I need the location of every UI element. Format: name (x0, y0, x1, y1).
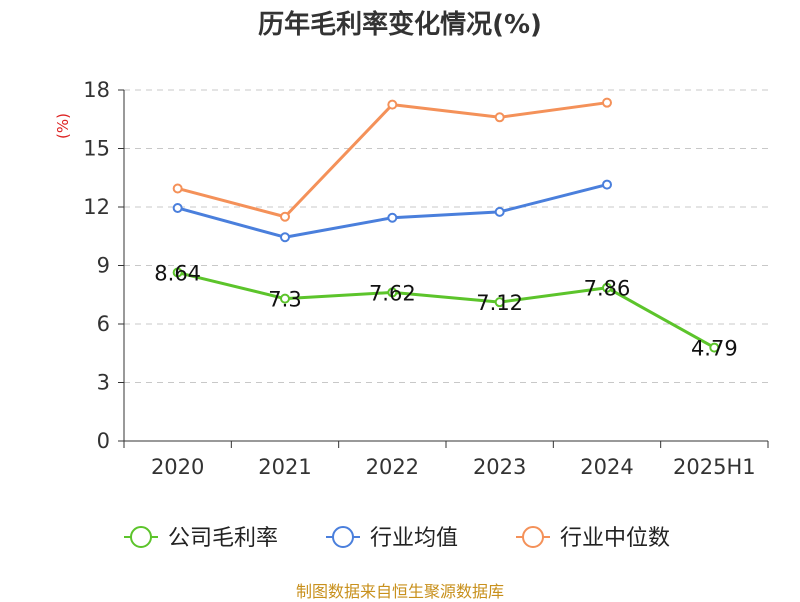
legend-item[interactable]: 公司毛利率 (124, 526, 278, 551)
y-tick-label: 6 (97, 312, 110, 336)
data-point[interactable] (387, 212, 398, 223)
chart-title: 历年毛利率变化情况(%) (258, 10, 542, 40)
data-point[interactable] (494, 112, 505, 123)
data-label: 7.12 (476, 291, 523, 315)
legend-item[interactable]: 行业中位数 (516, 526, 670, 551)
x-tick-label: 2025H1 (673, 455, 756, 479)
x-tick-label: 2022 (366, 455, 419, 479)
legend-label: 行业均值 (370, 526, 458, 551)
y-tick-label: 15 (83, 137, 110, 161)
legend-label: 行业中位数 (560, 526, 670, 551)
y-axis-label: (%) (54, 113, 72, 139)
data-point[interactable] (387, 99, 398, 110)
series-line-0 (177, 271, 716, 349)
data-point[interactable] (172, 267, 183, 278)
data-point[interactable] (602, 282, 612, 293)
data-label: 8.64 (154, 262, 201, 286)
legend-swatch-marker (130, 526, 152, 548)
legend: 公司毛利率 行业均值 行业中位数 (124, 526, 670, 551)
data-point[interactable] (280, 293, 290, 304)
data-point[interactable] (494, 297, 505, 308)
axes: 0 3 6 9 12 15 18 2020 2021 2022 2023 2024 2025H1 (83, 78, 769, 479)
y-tick-label: 3 (97, 371, 110, 395)
data-point[interactable] (494, 206, 505, 217)
x-tick-label: 2021 (258, 455, 311, 479)
data-point[interactable] (280, 232, 290, 243)
data-label: 4.79 (691, 337, 738, 361)
y-tick-label: 0 (97, 429, 110, 453)
data-point[interactable] (172, 183, 183, 194)
data-point[interactable] (280, 211, 290, 222)
x-tick-label: 2023 (473, 455, 526, 479)
data-point[interactable] (602, 97, 612, 108)
data-point[interactable] (602, 179, 612, 190)
data-label: 7.86 (584, 277, 631, 301)
source-label: 制图数据来自恒生聚源数据库 (295, 582, 504, 601)
series-lines: 8.64 7.3 7.62 7.12 7.86 4.79 (154, 97, 738, 361)
y-tick-label: 9 (97, 254, 110, 278)
data-point[interactable] (709, 342, 720, 353)
data-label: 7.62 (369, 281, 416, 305)
x-tick-label: 2020 (151, 455, 204, 479)
y-tick-label: 12 (83, 195, 110, 219)
gridlines (124, 89, 768, 383)
legend-item[interactable]: 行业均值 (326, 526, 458, 551)
data-label: 7.3 (268, 288, 301, 312)
legend-swatch-marker (522, 526, 544, 548)
y-tick-label: 18 (83, 78, 110, 102)
series-line-1 (177, 183, 608, 239)
data-point[interactable] (387, 287, 398, 298)
legend-label: 公司毛利率 (168, 526, 278, 551)
data-point[interactable] (172, 202, 183, 213)
x-tick-label: 2024 (580, 455, 633, 479)
legend-swatch-marker (332, 526, 354, 548)
